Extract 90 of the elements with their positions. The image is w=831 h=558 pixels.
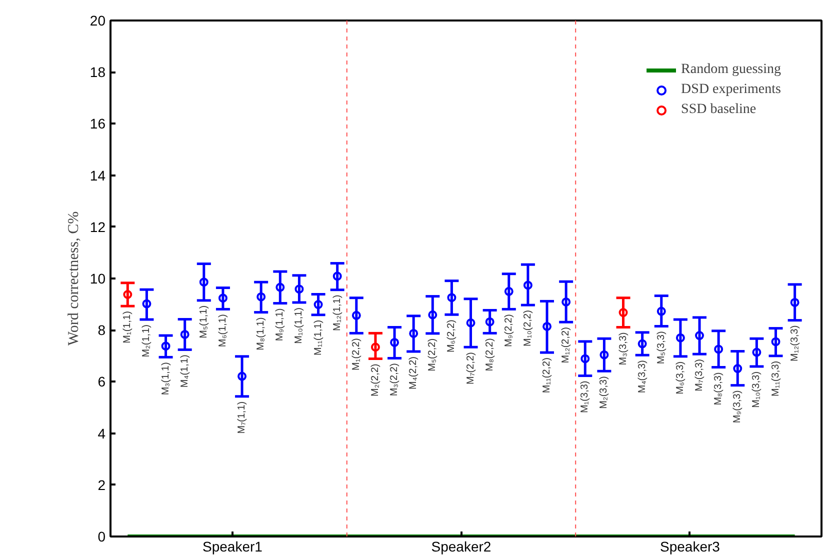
y-tick-label: 4 bbox=[98, 425, 106, 442]
y-tick-label: 8 bbox=[98, 322, 106, 338]
annotation: M₅(2,2) bbox=[427, 338, 438, 372]
annotation: M₉(1,1) bbox=[274, 308, 286, 342]
point bbox=[370, 342, 380, 352]
legend-label: SSD baseline bbox=[681, 102, 756, 118]
annotation: M₂(1,1) bbox=[141, 324, 152, 358]
annotation: M₇(3,3) bbox=[694, 359, 706, 392]
annotation: M₄(1,1) bbox=[179, 354, 190, 388]
annotation: M₁₂(1,1) bbox=[332, 294, 343, 331]
annotation: M₆(3,3) bbox=[674, 361, 686, 394]
point bbox=[428, 310, 438, 320]
y-tick-label: 14 bbox=[90, 167, 106, 184]
point bbox=[733, 364, 742, 374]
text: Speaker1 bbox=[202, 538, 263, 554]
annotation: M₈(2,2) bbox=[484, 338, 496, 372]
annotation: M₁₁(1,1) bbox=[312, 320, 324, 356]
annotation: M₁₀(3,3) bbox=[751, 371, 762, 408]
annotation: M₁(2,2) bbox=[350, 338, 362, 370]
point bbox=[199, 278, 208, 287]
y-axis-title: Word correctness, C% bbox=[66, 211, 82, 346]
annotation: M₃(3,3) bbox=[618, 332, 629, 366]
annotation: M₄(2,2) bbox=[408, 356, 420, 390]
annotation: M₆(1,1) bbox=[217, 314, 228, 348]
point bbox=[504, 286, 514, 296]
point bbox=[238, 372, 247, 381]
point bbox=[562, 297, 571, 306]
point bbox=[314, 300, 323, 310]
point bbox=[161, 342, 170, 351]
annotation: M₈(3,3) bbox=[713, 372, 724, 406]
y-tick-label: 10 bbox=[90, 270, 106, 286]
point bbox=[123, 290, 132, 299]
point bbox=[656, 306, 666, 316]
point bbox=[466, 318, 476, 328]
annotation: M₇(2,2) bbox=[465, 352, 476, 384]
annotation: M₁(1,1) bbox=[122, 311, 134, 344]
y-tick-label: 18 bbox=[90, 64, 106, 80]
annotation: M₈(1,1) bbox=[256, 317, 267, 350]
point bbox=[523, 280, 532, 290]
annotation: M₇(1,1) bbox=[236, 401, 248, 434]
point bbox=[771, 337, 780, 346]
point bbox=[752, 348, 762, 357]
annotation: M₉(2,2) bbox=[503, 314, 514, 348]
legend-label: Random guessing bbox=[681, 62, 781, 78]
annotation: M₂(3,3) bbox=[598, 376, 610, 409]
point bbox=[714, 344, 724, 354]
annotation: M₅(3,3) bbox=[656, 331, 667, 364]
annotation: M₉(3,3) bbox=[732, 390, 744, 424]
annotation: M₁₀(2,2) bbox=[522, 310, 534, 346]
point bbox=[695, 331, 704, 340]
annotation: M₃(1,1) bbox=[160, 362, 172, 396]
annotation: M₁₀(1,1) bbox=[294, 307, 305, 344]
point bbox=[618, 308, 628, 318]
y-tick-label: 6 bbox=[98, 374, 106, 390]
point bbox=[447, 293, 456, 302]
annotation: M₅(1,1) bbox=[198, 305, 210, 338]
point bbox=[542, 322, 552, 331]
point bbox=[256, 292, 266, 302]
y-tick-label: 0 bbox=[98, 528, 106, 544]
point bbox=[485, 317, 494, 326]
point bbox=[218, 294, 228, 303]
annotation: M₁₂(2,2) bbox=[560, 327, 572, 364]
annotation: M₃(2,2) bbox=[389, 363, 400, 396]
annotation: M₆(2,2) bbox=[446, 320, 458, 353]
text: Speaker2 bbox=[431, 538, 492, 554]
y-tick-label: 20 bbox=[90, 12, 106, 28]
point bbox=[638, 339, 647, 348]
point bbox=[276, 282, 285, 292]
annotation: M₁₂(3,3) bbox=[789, 325, 800, 362]
point bbox=[180, 330, 190, 339]
text: Speaker3 bbox=[660, 538, 720, 554]
point bbox=[580, 354, 590, 364]
y-tick-label: 12 bbox=[90, 218, 106, 235]
point bbox=[409, 328, 418, 338]
annotation: M₂(2,2) bbox=[370, 364, 381, 397]
point bbox=[600, 350, 609, 360]
y-tick-label: 2 bbox=[98, 476, 106, 493]
point bbox=[332, 272, 342, 281]
y-tick-label: 16 bbox=[90, 116, 106, 132]
point bbox=[294, 284, 304, 294]
point bbox=[676, 333, 685, 342]
legend-label: DSD experiments bbox=[681, 82, 781, 98]
point bbox=[142, 299, 152, 308]
point bbox=[790, 298, 800, 307]
annotation: M₁(3,3) bbox=[580, 380, 591, 414]
annotation: M₁₁(3,3) bbox=[770, 360, 782, 397]
point bbox=[390, 338, 400, 347]
annotation: M₄(3,3) bbox=[636, 360, 648, 394]
annotation: M₁₁(2,2) bbox=[542, 358, 553, 394]
point bbox=[352, 310, 361, 320]
